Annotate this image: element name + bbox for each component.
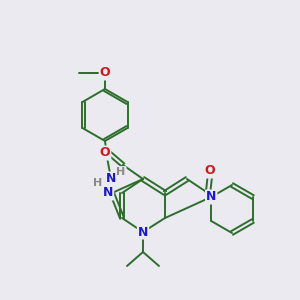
Text: O: O <box>100 67 110 80</box>
Text: N: N <box>106 172 116 185</box>
Text: O: O <box>205 164 215 178</box>
Text: N: N <box>206 190 216 203</box>
Text: N: N <box>103 187 113 200</box>
Text: O: O <box>100 146 110 160</box>
Text: N: N <box>138 226 148 238</box>
Text: H: H <box>93 178 103 188</box>
Text: H: H <box>116 167 126 177</box>
